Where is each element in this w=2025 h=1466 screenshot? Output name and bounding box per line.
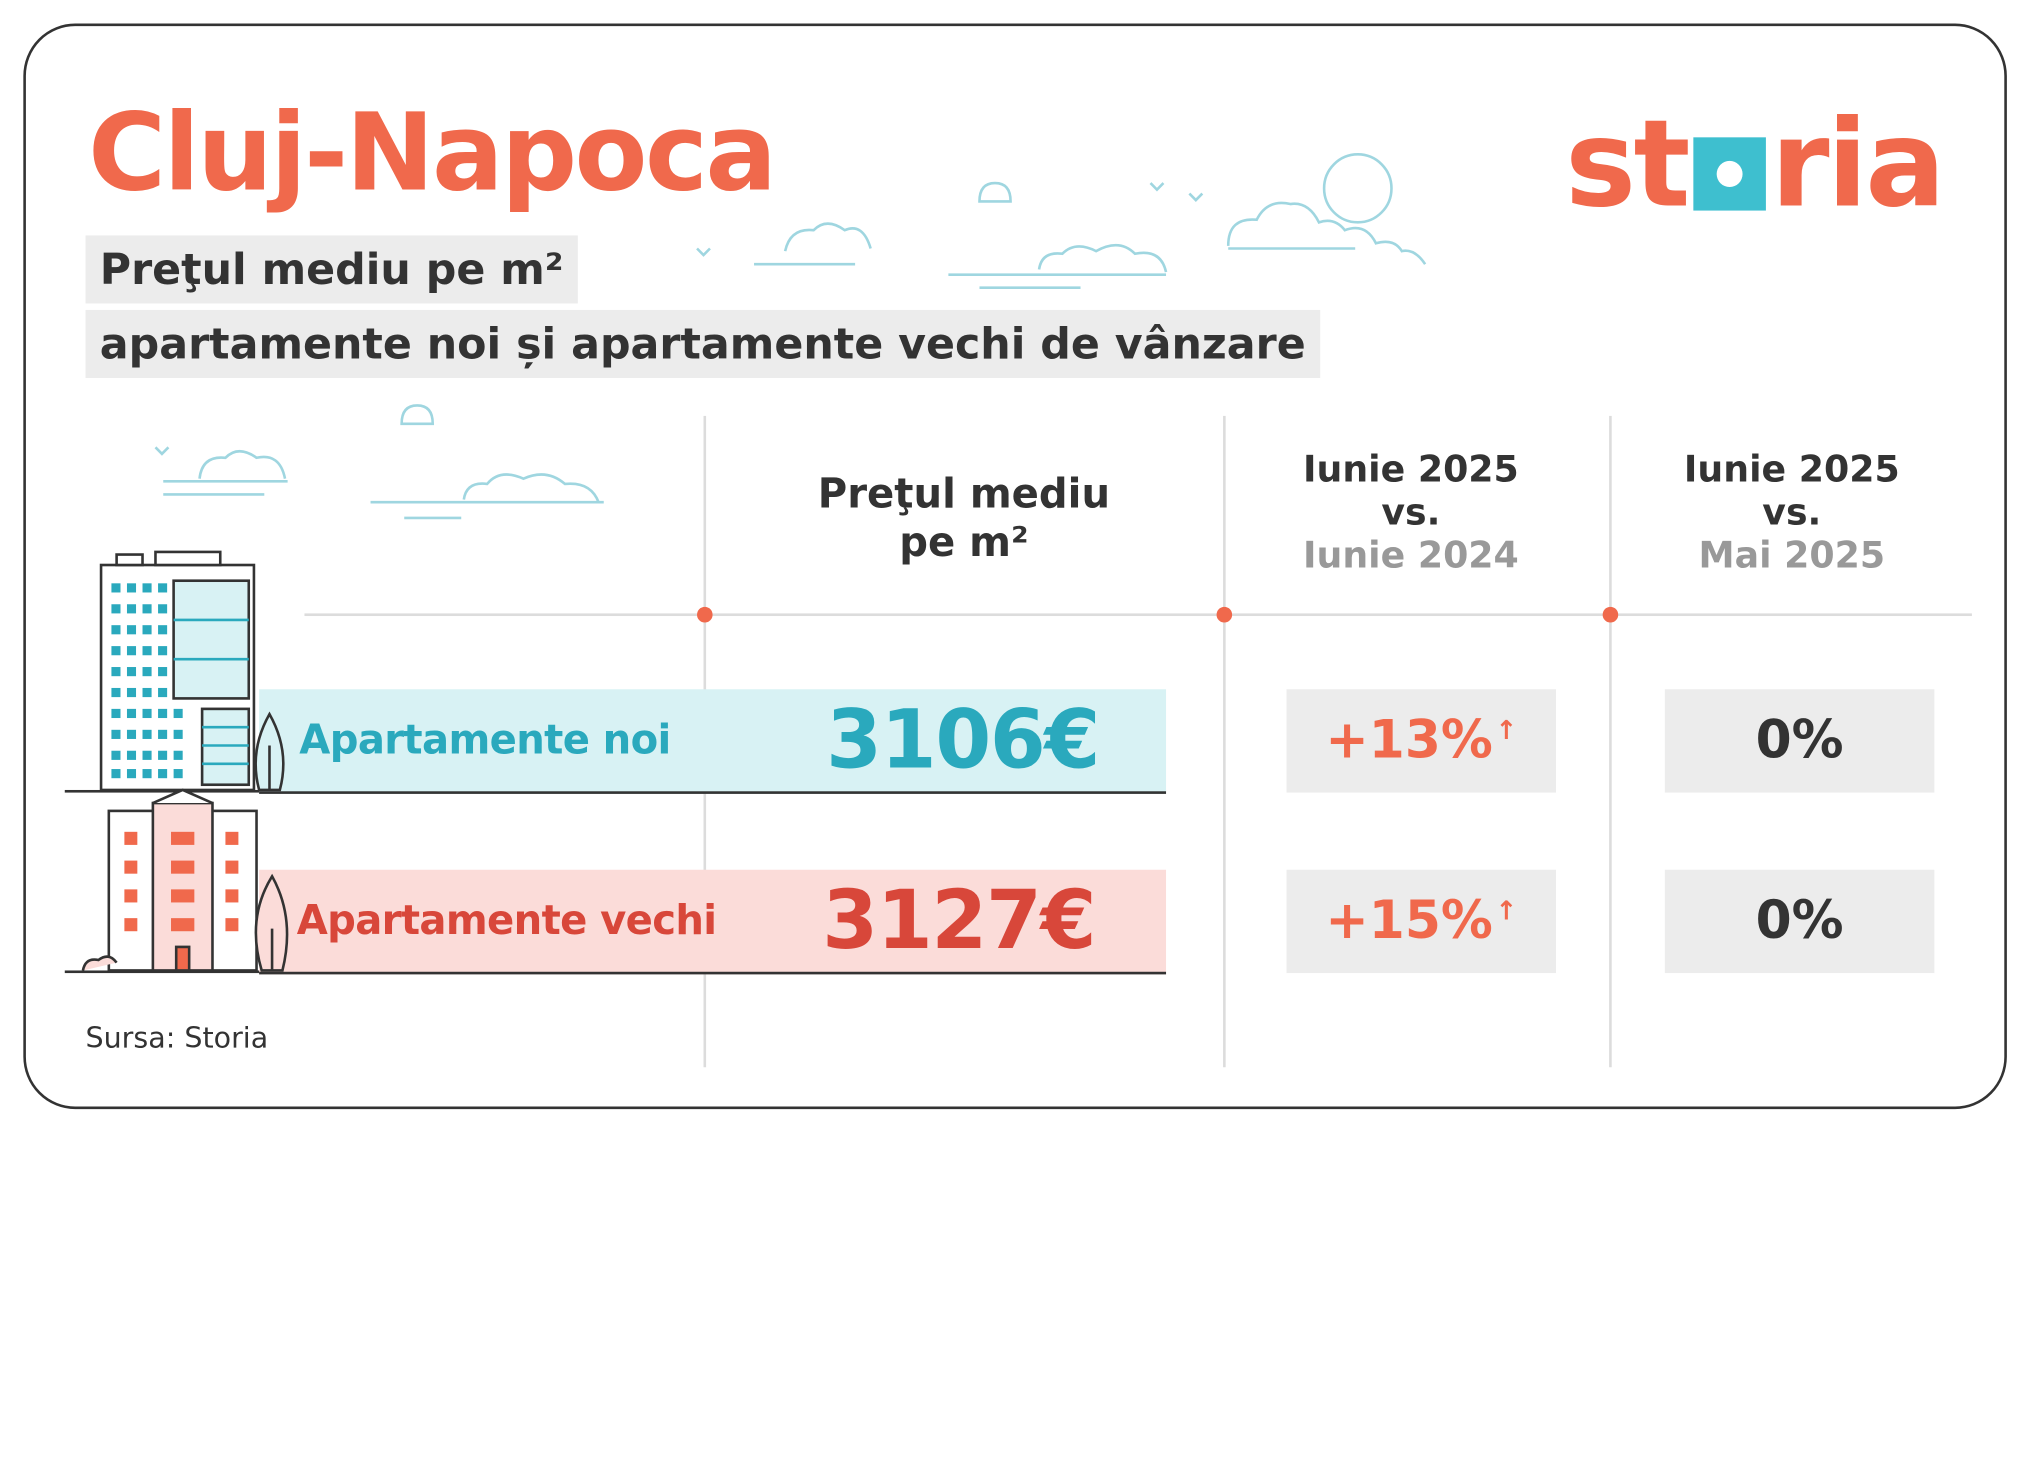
mom-change-old: 0% [1664, 869, 1935, 974]
mom-change-new: 0% [1664, 689, 1935, 793]
divider-dot [1602, 606, 1619, 623]
logo-text-start: st [1565, 94, 1690, 235]
divider-dot [1216, 606, 1233, 623]
price-value-old: 3127€ [822, 872, 1096, 968]
source-note: Sursa: Storia [85, 1022, 269, 1056]
row-label-old: Apartamente vechi [296, 897, 717, 945]
column-header-mom: Iunie 2025 vs. Mai 2025 [1610, 447, 1973, 576]
column-header-mom-line3: Mai 2025 [1698, 533, 1886, 577]
cloud-decoration [154, 153, 1427, 520]
header-divider [304, 613, 1972, 617]
subtitle-line-2: apartamente noi și apartamente vechi de … [85, 309, 1320, 378]
row-label-new: Apartamente noi [299, 716, 671, 764]
column-header-yoy: Iunie 2025 vs. Iunie 2024 [1224, 447, 1597, 576]
yoy-change-old-value: +15% [1325, 890, 1493, 951]
row-band-new [259, 689, 1167, 794]
page-title: Cluj-Napoca [88, 91, 777, 216]
column-header-mom-line2: vs. [1762, 490, 1822, 534]
yoy-change-new: +13% ↑ [1286, 689, 1557, 793]
column-header-price-line2: pe m² [899, 519, 1029, 567]
arrow-up-icon: ↑ [1495, 894, 1518, 926]
arrow-up-icon: ↑ [1495, 714, 1518, 746]
yoy-change-new-value: +13% [1325, 710, 1493, 771]
buildings-illustration [81, 550, 289, 972]
column-header-yoy-line1: Iunie 2025 [1303, 447, 1519, 491]
column-header-price: Preţul mediu pe m² [770, 471, 1159, 568]
yoy-change-old: +15% ↑ [1286, 869, 1557, 974]
logo-square-icon [1693, 136, 1766, 210]
column-header-mom-line1: Iunie 2025 [1683, 447, 1900, 491]
column-header-yoy-line2: vs. [1381, 490, 1441, 534]
row-band-old [259, 869, 1167, 975]
column-header-price-line1: Preţul mediu [817, 470, 1111, 518]
column-header-yoy-line3: Iunie 2024 [1303, 533, 1519, 577]
divider-dot [697, 606, 713, 623]
storia-logo: st ria [1565, 94, 1946, 235]
column-divider [1223, 415, 1226, 1068]
subtitle-line-1: Preţul mediu pe m² [85, 235, 578, 304]
price-value-new: 3106€ [826, 691, 1100, 788]
column-divider [1609, 415, 1612, 1068]
logo-text-end: ria [1770, 94, 1946, 235]
